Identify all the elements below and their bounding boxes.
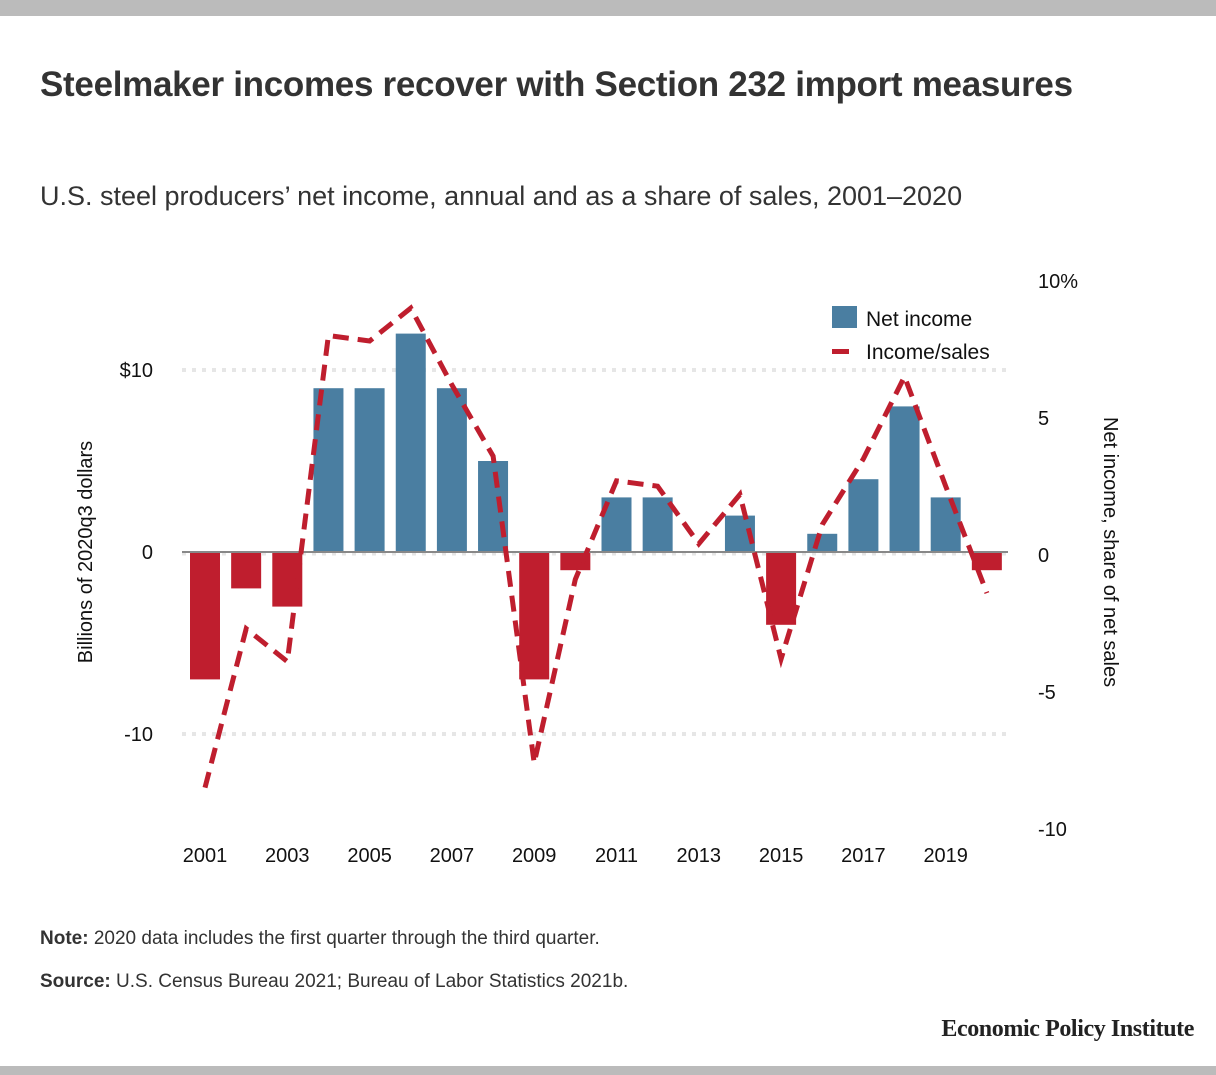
legend-swatch-income-sales	[832, 349, 849, 354]
net-income-bars	[190, 333, 1002, 680]
x-tick-label: 2007	[430, 845, 475, 867]
bar-net-income-2017	[848, 479, 879, 552]
x-tick-label: 2019	[923, 845, 968, 867]
chart-title: Steelmaker incomes recover with Section …	[40, 65, 1073, 104]
bar-net-income-2020	[971, 552, 1002, 571]
bar-net-income-2012	[642, 497, 673, 552]
bar-net-income-2018	[889, 406, 920, 552]
bar-net-income-2008	[478, 461, 509, 552]
source-label: Source:	[40, 971, 111, 992]
chart-source: Source: U.S. Census Bureau 2021; Bureau …	[40, 969, 628, 995]
chart-subtitle: U.S. steel producers’ net income, annual…	[40, 181, 963, 211]
bar-net-income-2009	[519, 552, 550, 680]
line-income-sales	[202, 304, 990, 789]
left-axis-ticks: $10 0 -10	[120, 360, 153, 746]
right-tick-label: 10%	[1038, 271, 1078, 293]
bar-net-income-2005	[354, 388, 385, 552]
bar-net-income-2001	[190, 552, 220, 680]
bar-net-income-2003	[272, 552, 303, 607]
x-tick-label: 2011	[595, 845, 638, 867]
legend-label-net-income: Net income	[866, 308, 972, 331]
right-tick-label: 5	[1038, 408, 1049, 430]
right-tick-label: -5	[1038, 682, 1056, 704]
source-text: U.S. Census Bureau 2021; Bureau of Labor…	[110, 971, 629, 992]
legend-label-income-sales: Income/sales	[866, 341, 990, 364]
left-tick-label: 0	[142, 542, 153, 564]
gridlines	[182, 368, 1008, 736]
chart-canvas: $100-10 10%50-5-10 2001 2003 2005 2007 2009 2…	[75, 271, 1121, 867]
legend: Net income Income/sales	[832, 306, 990, 364]
top-border-bar	[0, 0, 1216, 16]
bar-net-income-2019	[930, 497, 961, 552]
bar-net-income-2004	[313, 388, 344, 552]
x-axis-ticks: 2001 2003 2005 2007 2009 2011 2013 2015 2017 2019	[183, 845, 968, 867]
bar-net-income-2002	[231, 552, 262, 589]
left-axis-title: Billions of 2020q3 dollars	[75, 441, 97, 663]
bottom-border-bar	[0, 1066, 1216, 1075]
x-tick-label: 2003	[265, 845, 310, 867]
right-axis-ticks: 10% 5 0 -5 -10	[1038, 271, 1078, 841]
brand-logo-text: Economic Policy Institute	[941, 1016, 1194, 1042]
left-tick-label: $10	[120, 360, 153, 382]
legend-swatch-net-income	[832, 306, 857, 328]
right-tick-label: -10	[1038, 819, 1067, 841]
note-label: Note:	[40, 928, 89, 949]
x-tick-label: 2005	[347, 845, 392, 867]
bar-net-income-2006	[395, 333, 426, 552]
right-axis-title: Net income, share of net sales	[1099, 417, 1121, 687]
x-tick-label: 2013	[677, 845, 722, 867]
x-tick-label: 2015	[759, 845, 804, 867]
x-tick-label: 2001	[183, 845, 228, 867]
x-tick-label: 2009	[512, 845, 557, 867]
bar-net-income-2007	[436, 388, 467, 552]
left-tick-label: -10	[124, 724, 153, 746]
x-tick-label: 2017	[841, 845, 886, 867]
right-tick-label: 0	[1038, 545, 1049, 567]
chart-note: Note: 2020 data includes the first quart…	[40, 926, 600, 952]
bar-net-income-2016	[807, 533, 838, 552]
income-sales-line-layer	[202, 304, 990, 789]
note-text: 2020 data includes the first quarter thr…	[88, 928, 600, 949]
